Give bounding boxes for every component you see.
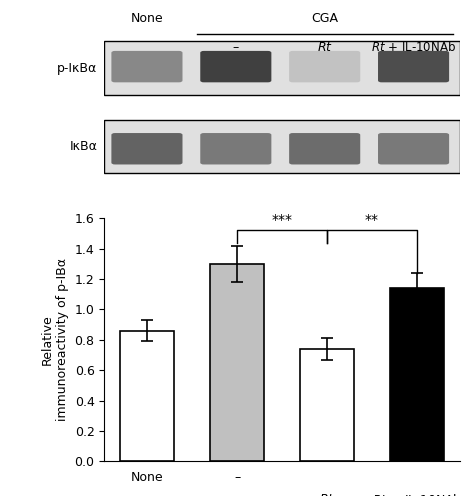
Text: **: ** [365,213,379,227]
FancyBboxPatch shape [378,133,449,165]
Text: $\it{Rt}$ + IL-10NAb: $\it{Rt}$ + IL-10NAb [372,493,462,496]
Bar [120,331,174,461]
Text: None: None [131,12,163,25]
FancyBboxPatch shape [111,133,182,165]
Text: ***: *** [272,213,292,227]
Bar [210,264,264,461]
FancyBboxPatch shape [289,133,360,165]
Bar [390,288,444,461]
FancyBboxPatch shape [111,51,182,82]
FancyBboxPatch shape [104,120,460,174]
FancyBboxPatch shape [104,41,460,95]
Text: –: – [233,41,239,54]
Text: IκBα: IκBα [69,140,97,153]
Y-axis label: Relative
immunoreactivity of p-IBα: Relative immunoreactivity of p-IBα [41,258,69,421]
Text: CGA: CGA [311,12,338,25]
FancyBboxPatch shape [378,51,449,82]
Bar [300,349,354,461]
Text: $\it{Rt}$ + IL-10NAb: $\it{Rt}$ + IL-10NAb [371,40,456,54]
Text: $\it{Rt}$: $\it{Rt}$ [319,493,335,496]
FancyBboxPatch shape [289,51,360,82]
Text: p-IκBα: p-IκBα [57,62,97,74]
FancyBboxPatch shape [200,133,271,165]
Text: $\it{Rt}$: $\it{Rt}$ [317,41,333,54]
FancyBboxPatch shape [200,51,271,82]
